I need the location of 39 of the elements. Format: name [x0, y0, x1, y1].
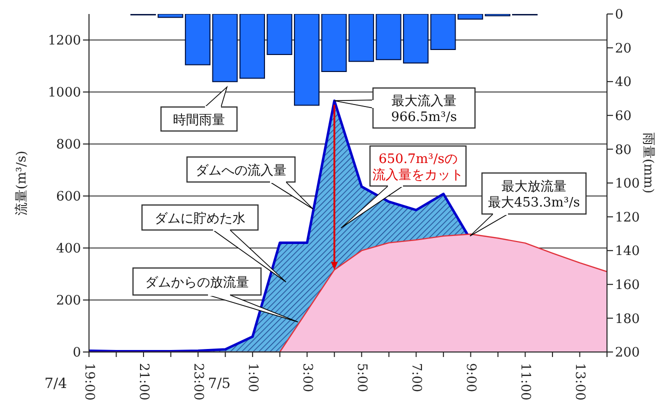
annotation: 650.7m³/sの流入量をカット [372, 152, 464, 183]
y2-tick-label: 20 [615, 41, 632, 56]
text: 7/4 [44, 376, 68, 392]
y2-tick-label: 40 [615, 75, 632, 90]
y2-axis-title: 雨量(mm) [640, 132, 656, 194]
x-tick-label: 13:00 [572, 363, 588, 400]
y-tick-label: 0 [72, 346, 81, 361]
x-tick-label: 1:00 [245, 363, 260, 392]
y2-tick-label: 80 [615, 142, 632, 158]
x-tick-label: 23:00 [190, 363, 206, 400]
x-tick-label: 3:00 [300, 363, 315, 392]
y2-tick-label: 160 [615, 278, 640, 294]
y-tick-label: 1200 [48, 34, 81, 49]
y-tick-label: 1000 [48, 86, 81, 101]
y2-tick-label: 140 [615, 244, 640, 260]
x-tick-label: 7:00 [408, 363, 424, 392]
text: ダムへの流入量 [196, 162, 286, 178]
x-tick-label: 11:00 [518, 363, 533, 400]
y-tick-label: 800 [56, 138, 81, 153]
y2-tick-label: 180 [615, 312, 640, 327]
y2-tick-label: 100 [615, 176, 640, 192]
annotation: ダムに貯めた水 [154, 212, 246, 226]
annotation: 最大放流量最大453.3m³/s [488, 178, 580, 210]
annotation: 最大流入量966.5m³/s [391, 93, 457, 125]
y2-tick-label: 200 [615, 346, 640, 361]
text: 7/5 [208, 376, 231, 392]
x-tick-label: 5:00 [354, 363, 370, 392]
y-tick-label: 600 [56, 190, 81, 205]
x-tick-label: 9:00 [463, 363, 478, 392]
text: 時間雨量 [173, 113, 225, 128]
y-axis-title: 流量(m³/s) [14, 150, 30, 216]
y2-tick-label: 120 [615, 210, 640, 226]
y2-tick-label: 0 [615, 8, 624, 23]
y-tick-label: 200 [56, 294, 81, 309]
text: ダムからの放流量 [145, 274, 249, 290]
y-tick-label: 400 [56, 242, 81, 257]
x-tick-label: 21:00 [136, 363, 152, 400]
x-tick-label: 19:00 [82, 363, 96, 400]
y2-tick-label: 60 [615, 109, 632, 124]
